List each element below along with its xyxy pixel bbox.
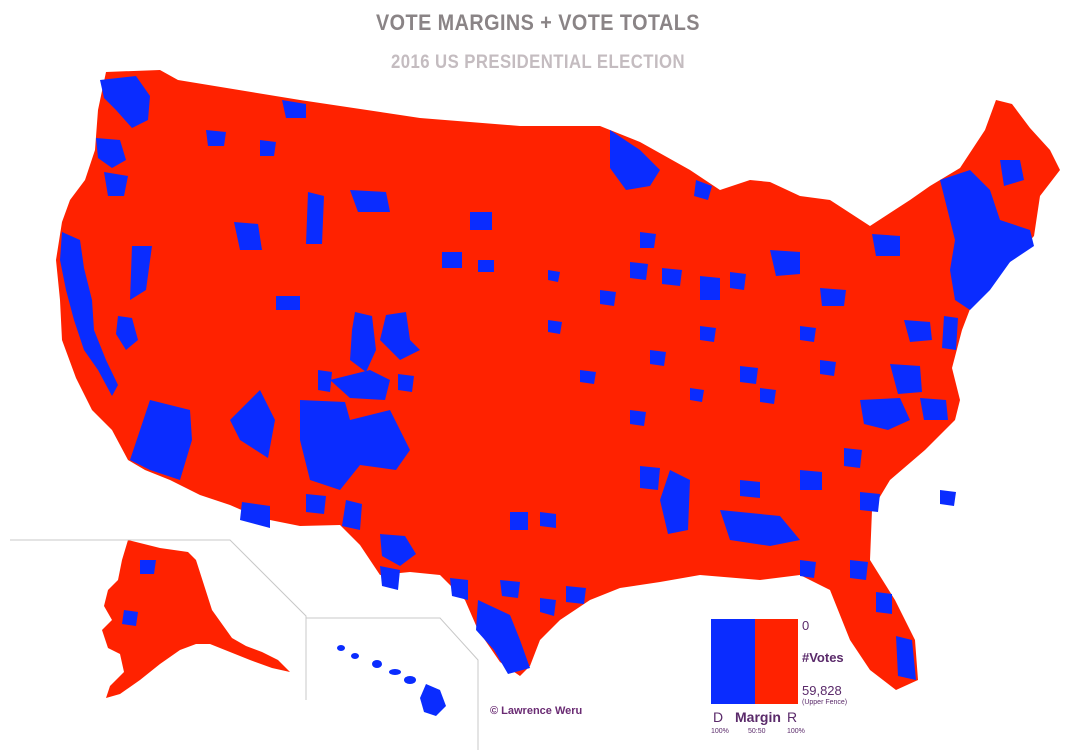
- legend-axis-r-pct: 100%: [787, 728, 805, 735]
- credit-text: © Lawrence Weru: [490, 705, 583, 717]
- legend-votes-label: #Votes: [802, 650, 844, 665]
- legend-bar: [711, 619, 798, 704]
- inset-borders: [10, 539, 479, 750]
- legend-bottom-note: (Upper Fence): [802, 699, 848, 706]
- legend-axis-r: R: [787, 709, 798, 725]
- map-title: VOTE MARGINS + VOTE TOTALS: [376, 10, 700, 35]
- legend-axis-mid-pct: 50:50: [748, 728, 766, 735]
- legend-axis-d-pct: 100%: [711, 728, 729, 735]
- map-subtitle: 2016 US PRESIDENTIAL ELECTION: [391, 52, 685, 73]
- legend-axis-margin: Margin: [735, 709, 781, 725]
- alaska-shape: [102, 540, 290, 698]
- alaska-democratic-areas: [122, 560, 156, 626]
- legend-axis-d: D: [713, 709, 724, 725]
- legend-bottom-value: 59,828: [802, 683, 842, 698]
- hawaii-shape: [337, 645, 446, 716]
- democratic-areas: [60, 76, 1034, 680]
- legend-top-value: 0: [802, 618, 810, 633]
